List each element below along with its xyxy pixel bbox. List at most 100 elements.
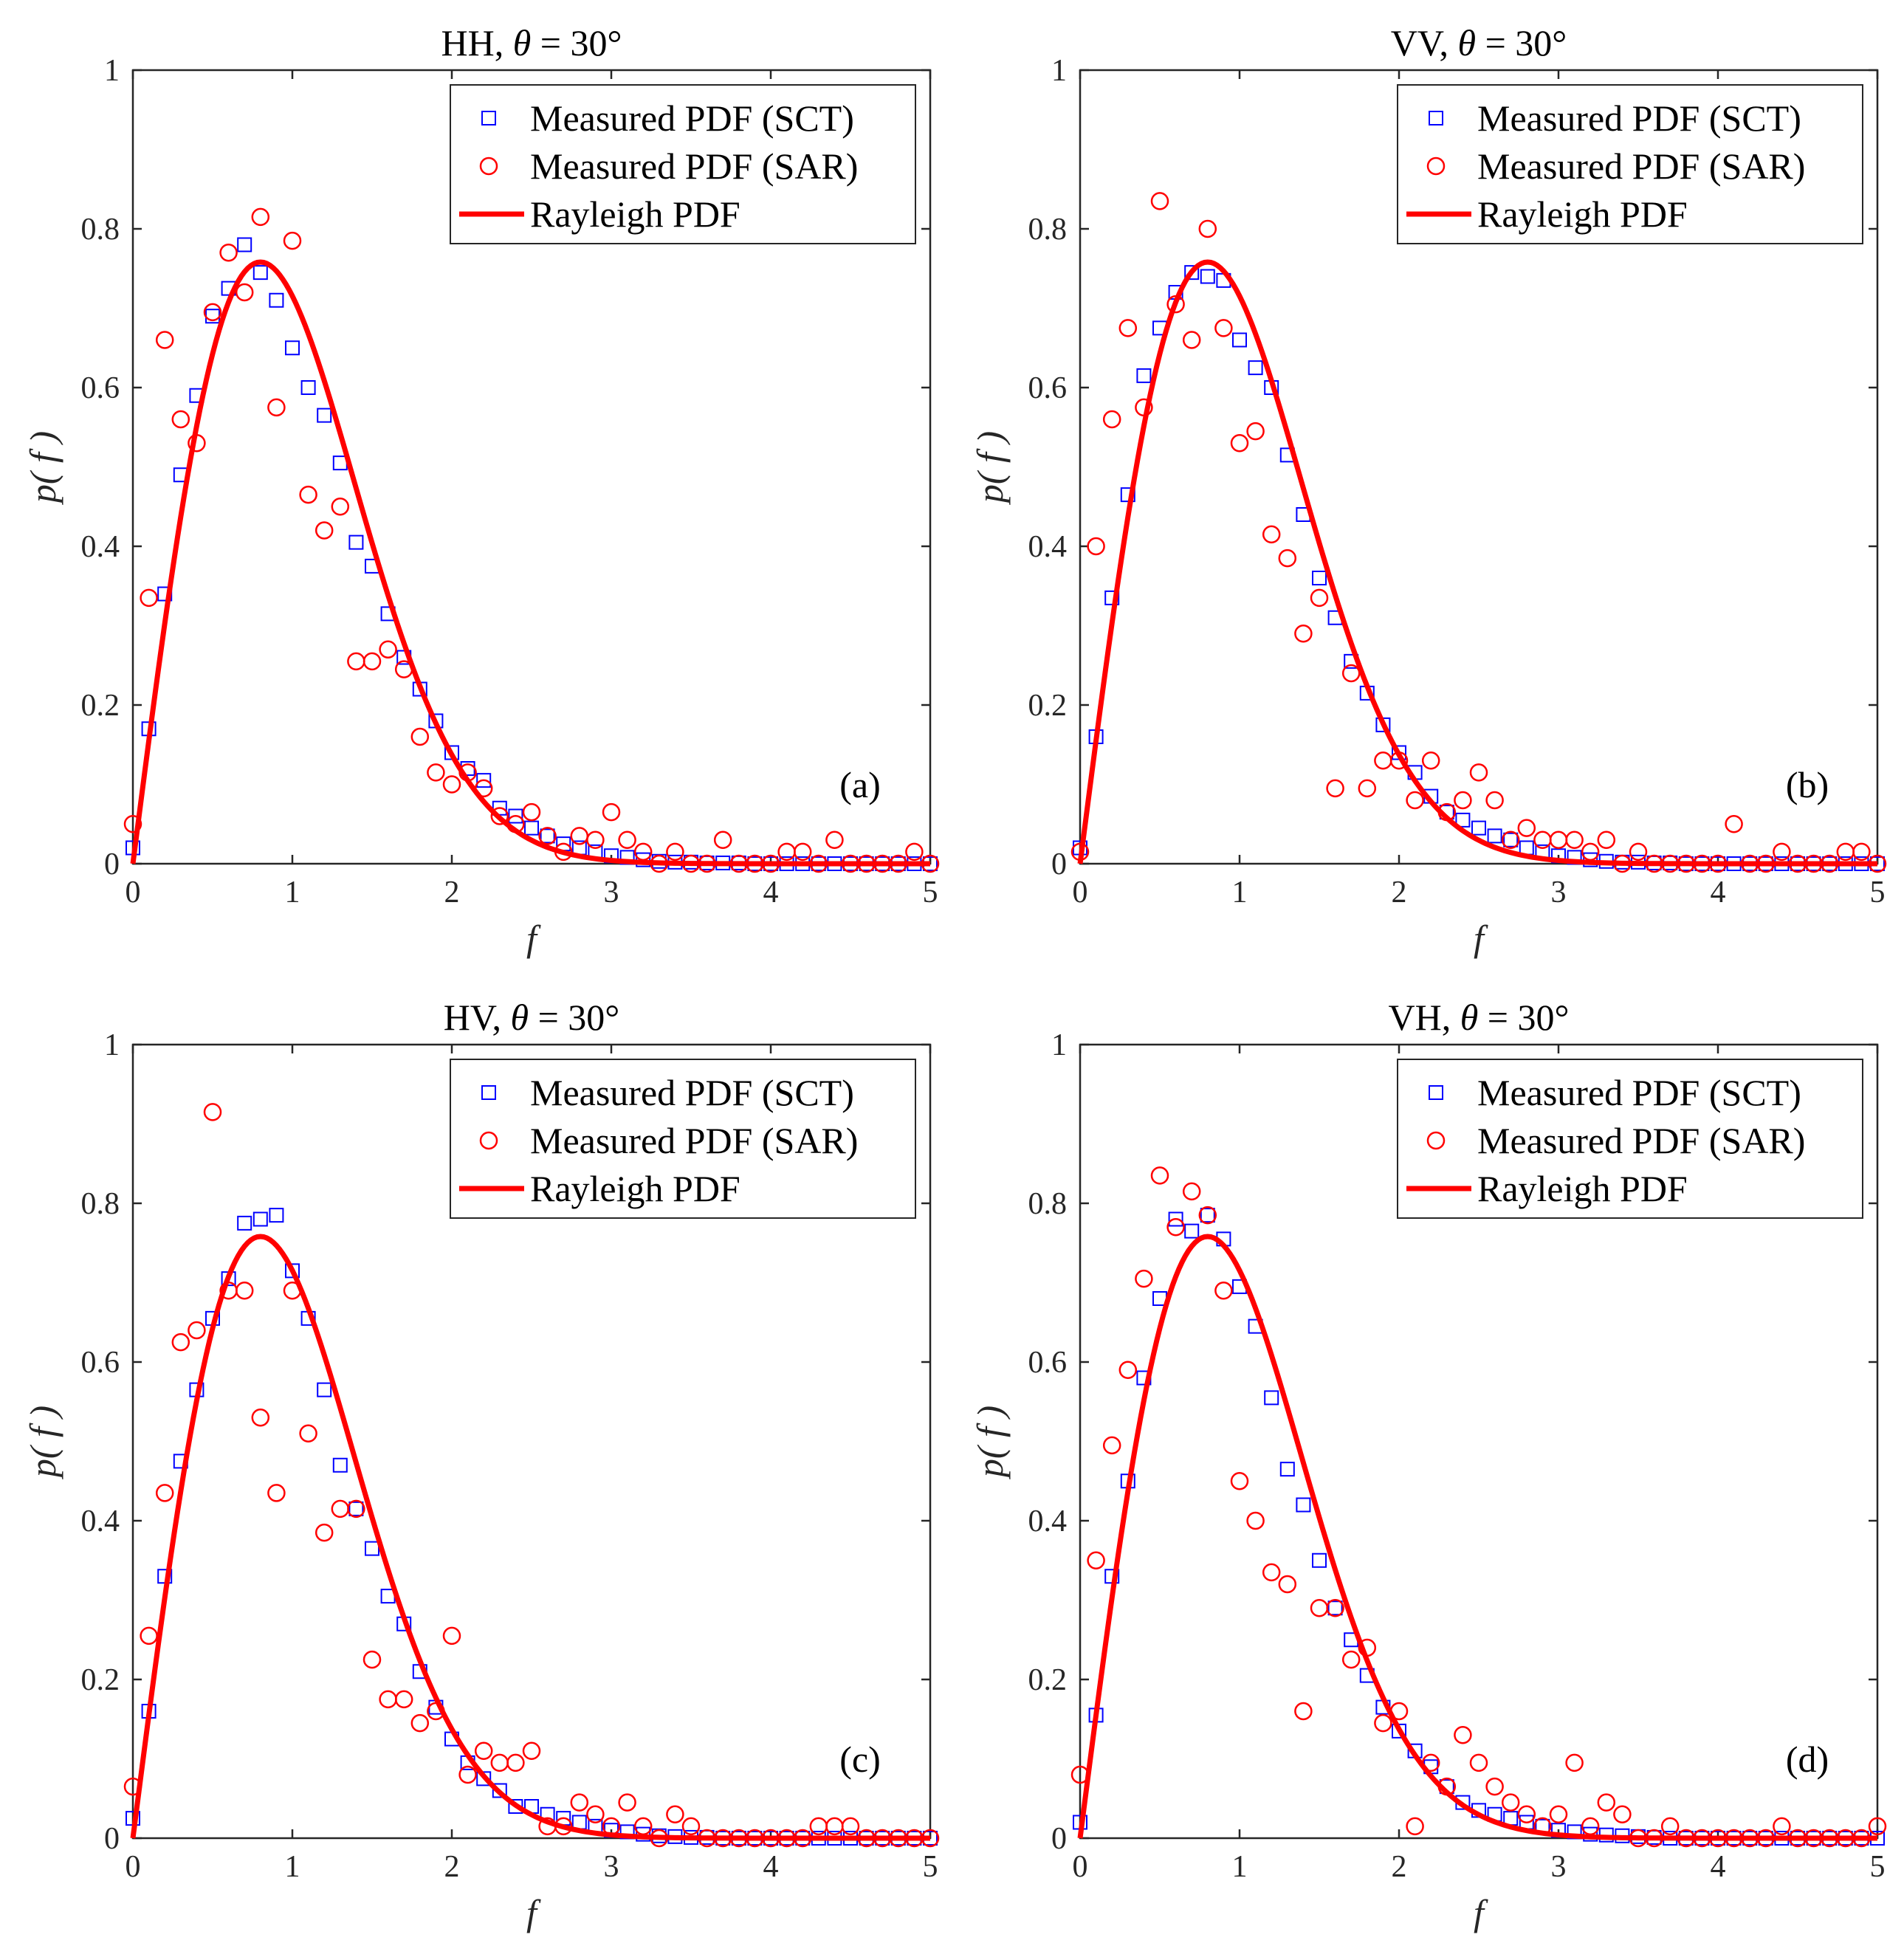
sar-point <box>1501 1793 1520 1812</box>
y-tick-label: 0.8 <box>81 1187 120 1221</box>
sar-point <box>1118 1361 1138 1379</box>
legend-label: Measured PDF (SCT) <box>1477 97 1801 139</box>
sar-point <box>1597 830 1616 849</box>
sar-point <box>474 1741 493 1760</box>
sar-point <box>618 830 636 849</box>
sct-point <box>476 773 492 788</box>
sar-point <box>251 1409 270 1427</box>
title-suffix: = 30° <box>531 22 622 63</box>
y-tick-label: 1 <box>1051 1028 1067 1062</box>
sar-point <box>283 231 302 250</box>
sct-point <box>1487 828 1502 844</box>
legend-label: Rayleigh PDF <box>530 193 740 235</box>
sct-point <box>237 1215 252 1231</box>
x-tick-label: 1 <box>285 1850 300 1884</box>
sar-point <box>1118 319 1138 337</box>
sct-point <box>1248 360 1263 376</box>
sct-point <box>365 1541 379 1556</box>
title-symbol: θ <box>513 22 532 63</box>
sar-point <box>362 1650 382 1669</box>
sar-point <box>490 807 509 825</box>
y-tick-label: 0.4 <box>81 530 120 564</box>
title-symbol: θ <box>1460 997 1479 1038</box>
legend-circle-marker <box>1426 157 1446 176</box>
sar-point <box>1214 1282 1233 1300</box>
sar-point <box>586 1805 605 1823</box>
sar-point <box>522 1741 541 1760</box>
sar-point <box>379 640 397 658</box>
panel-b: 0 1 2 3 4 5 0 0.2 0.4 0.6 0.8 1 f p( f ) VV, θ = 30° Me… <box>969 22 1887 959</box>
title-suffix: = 30° <box>1476 22 1567 63</box>
rayleigh-curve <box>130 1234 930 1841</box>
sar-point <box>1341 1650 1361 1669</box>
x-tick-label: 2 <box>1392 876 1407 909</box>
legend-box <box>1397 1059 1863 1219</box>
x-axis-label: f <box>1474 918 1488 959</box>
legend-box <box>1397 84 1863 244</box>
x-tick-label: 3 <box>604 876 619 909</box>
legend-circle-marker <box>479 157 498 176</box>
sar-point <box>1310 588 1329 608</box>
sar-point <box>1198 1206 1217 1225</box>
x-tick-label: 5 <box>923 876 938 909</box>
sct-point <box>1327 1600 1343 1616</box>
sar-point <box>713 830 732 849</box>
y-tick-label: 1 <box>104 54 120 88</box>
sar-point <box>1278 1575 1297 1594</box>
sct-point <box>317 407 332 423</box>
sct-point <box>1312 1552 1327 1568</box>
y-axis-label: p( f ) <box>969 1406 1011 1479</box>
title-prefix: VH, <box>1389 997 1460 1038</box>
x-axis-label: f <box>526 1892 541 1933</box>
sar-point <box>1660 1817 1680 1836</box>
legend-label: Rayleigh PDF <box>530 1168 740 1209</box>
legend-box <box>450 1059 916 1219</box>
chart-title: HH, θ = 30° <box>441 22 622 63</box>
sct-point <box>492 1783 507 1798</box>
title-symbol: θ <box>511 997 529 1038</box>
sar-point <box>1773 1817 1791 1836</box>
x-tick-label: 0 <box>126 1850 141 1884</box>
sar-point <box>618 1793 636 1812</box>
sar-point <box>1597 1793 1616 1812</box>
sar-point <box>1294 1702 1313 1721</box>
sar-point <box>1326 1599 1344 1617</box>
sar-point <box>1230 1472 1249 1490</box>
y-axis-label: p( f ) <box>22 431 63 505</box>
sct-point <box>540 828 555 844</box>
sar-point <box>586 830 605 849</box>
x-tick-label: 2 <box>1392 1850 1407 1884</box>
sar-point <box>1565 830 1584 849</box>
sar-point <box>362 652 382 671</box>
rayleigh-curve <box>1077 259 1877 867</box>
sar-point <box>1485 1777 1504 1796</box>
sar-point <box>1246 422 1265 441</box>
sct-point <box>1503 832 1519 847</box>
sar-point <box>1773 842 1791 862</box>
sar-point <box>1549 1805 1568 1823</box>
y-tick-label: 0.4 <box>81 1504 120 1538</box>
sct-point <box>1184 265 1200 281</box>
sct-point <box>1471 820 1486 836</box>
sar-point <box>1358 779 1377 798</box>
chart-title: VH, θ = 30° <box>1389 997 1570 1038</box>
sar-point <box>1087 1551 1105 1569</box>
sct-point <box>1200 1208 1215 1223</box>
sar-point <box>267 398 286 417</box>
sar-point <box>681 1817 701 1836</box>
panel-tag: (a) <box>839 764 881 805</box>
sar-point <box>793 842 812 862</box>
legend-label: Rayleigh PDF <box>1477 193 1688 235</box>
legend-label: Rayleigh PDF <box>1477 1168 1688 1209</box>
y-tick-label: 0.4 <box>1028 1504 1068 1538</box>
y-tick-label: 0.6 <box>1028 1346 1068 1380</box>
sct-point <box>300 380 316 395</box>
legend-circle-marker <box>479 1131 498 1150</box>
x-tick-label: 4 <box>1711 876 1726 909</box>
sar-point <box>299 485 317 504</box>
sar-point <box>1501 830 1520 849</box>
sar-point <box>1262 525 1281 544</box>
sar-point <box>1230 434 1249 453</box>
x-tick-label: 0 <box>1073 876 1088 909</box>
sar-point <box>140 588 158 608</box>
